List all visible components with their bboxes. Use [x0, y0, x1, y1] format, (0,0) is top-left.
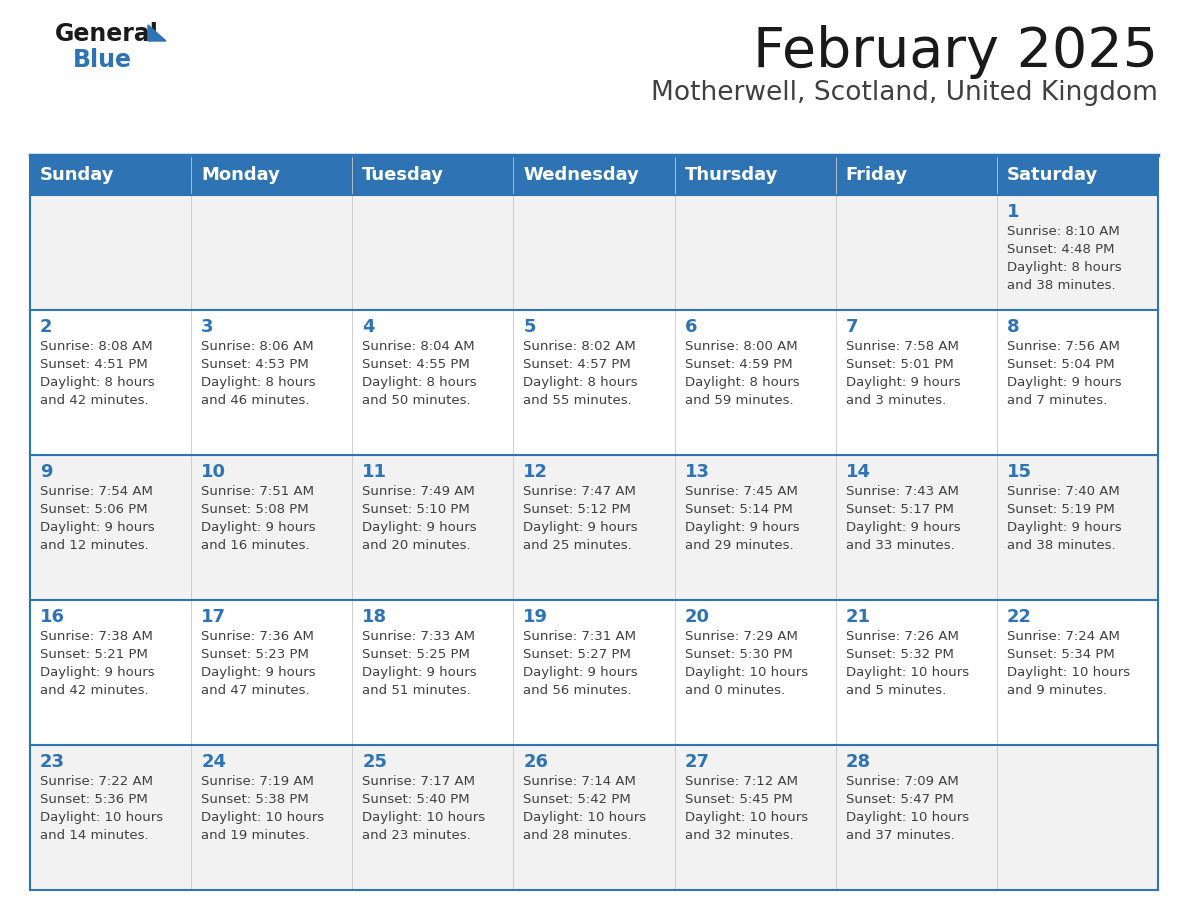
Text: 12: 12: [524, 463, 549, 481]
Text: Sunrise: 7:09 AM
Sunset: 5:47 PM
Daylight: 10 hours
and 37 minutes.: Sunrise: 7:09 AM Sunset: 5:47 PM Dayligh…: [846, 775, 969, 842]
Text: Sunrise: 7:12 AM
Sunset: 5:45 PM
Daylight: 10 hours
and 32 minutes.: Sunrise: 7:12 AM Sunset: 5:45 PM Dayligh…: [684, 775, 808, 842]
Text: 11: 11: [362, 463, 387, 481]
Text: Sunrise: 7:56 AM
Sunset: 5:04 PM
Daylight: 9 hours
and 7 minutes.: Sunrise: 7:56 AM Sunset: 5:04 PM Dayligh…: [1007, 340, 1121, 407]
Text: Sunrise: 8:08 AM
Sunset: 4:51 PM
Daylight: 8 hours
and 42 minutes.: Sunrise: 8:08 AM Sunset: 4:51 PM Dayligh…: [40, 340, 154, 407]
Text: Sunrise: 7:51 AM
Sunset: 5:08 PM
Daylight: 9 hours
and 16 minutes.: Sunrise: 7:51 AM Sunset: 5:08 PM Dayligh…: [201, 485, 316, 552]
Text: Sunrise: 7:45 AM
Sunset: 5:14 PM
Daylight: 9 hours
and 29 minutes.: Sunrise: 7:45 AM Sunset: 5:14 PM Dayligh…: [684, 485, 800, 552]
Text: Sunrise: 7:31 AM
Sunset: 5:27 PM
Daylight: 9 hours
and 56 minutes.: Sunrise: 7:31 AM Sunset: 5:27 PM Dayligh…: [524, 630, 638, 697]
Bar: [30, 455, 1158, 600]
Polygon shape: [148, 25, 166, 41]
Text: February 2025: February 2025: [753, 25, 1158, 79]
Text: Sunrise: 7:38 AM
Sunset: 5:21 PM
Daylight: 9 hours
and 42 minutes.: Sunrise: 7:38 AM Sunset: 5:21 PM Dayligh…: [40, 630, 154, 697]
Text: Sunrise: 8:00 AM
Sunset: 4:59 PM
Daylight: 8 hours
and 59 minutes.: Sunrise: 8:00 AM Sunset: 4:59 PM Dayligh…: [684, 340, 800, 407]
Text: 25: 25: [362, 753, 387, 771]
Text: 22: 22: [1007, 608, 1032, 626]
Text: Friday: Friday: [846, 166, 908, 184]
Text: Sunrise: 7:47 AM
Sunset: 5:12 PM
Daylight: 9 hours
and 25 minutes.: Sunrise: 7:47 AM Sunset: 5:12 PM Dayligh…: [524, 485, 638, 552]
Bar: [30, 155, 1158, 195]
Text: Wednesday: Wednesday: [524, 166, 639, 184]
Text: 16: 16: [40, 608, 65, 626]
Text: Sunrise: 8:10 AM
Sunset: 4:48 PM
Daylight: 8 hours
and 38 minutes.: Sunrise: 8:10 AM Sunset: 4:48 PM Dayligh…: [1007, 225, 1121, 292]
Text: Thursday: Thursday: [684, 166, 778, 184]
Text: Sunrise: 7:29 AM
Sunset: 5:30 PM
Daylight: 10 hours
and 0 minutes.: Sunrise: 7:29 AM Sunset: 5:30 PM Dayligh…: [684, 630, 808, 697]
Text: 17: 17: [201, 608, 226, 626]
Text: 8: 8: [1007, 318, 1019, 336]
Text: Sunrise: 7:40 AM
Sunset: 5:19 PM
Daylight: 9 hours
and 38 minutes.: Sunrise: 7:40 AM Sunset: 5:19 PM Dayligh…: [1007, 485, 1121, 552]
Text: Tuesday: Tuesday: [362, 166, 444, 184]
Text: 20: 20: [684, 608, 709, 626]
Text: Blue: Blue: [72, 48, 132, 72]
Bar: [30, 745, 1158, 890]
Text: 19: 19: [524, 608, 549, 626]
Text: 14: 14: [846, 463, 871, 481]
Text: 2: 2: [40, 318, 52, 336]
Text: 5: 5: [524, 318, 536, 336]
Text: 10: 10: [201, 463, 226, 481]
Text: 6: 6: [684, 318, 697, 336]
Text: Sunrise: 8:04 AM
Sunset: 4:55 PM
Daylight: 8 hours
and 50 minutes.: Sunrise: 8:04 AM Sunset: 4:55 PM Dayligh…: [362, 340, 476, 407]
Text: 26: 26: [524, 753, 549, 771]
Text: Sunrise: 7:14 AM
Sunset: 5:42 PM
Daylight: 10 hours
and 28 minutes.: Sunrise: 7:14 AM Sunset: 5:42 PM Dayligh…: [524, 775, 646, 842]
Text: 27: 27: [684, 753, 709, 771]
Text: 1: 1: [1007, 203, 1019, 221]
Text: Sunrise: 8:02 AM
Sunset: 4:57 PM
Daylight: 8 hours
and 55 minutes.: Sunrise: 8:02 AM Sunset: 4:57 PM Dayligh…: [524, 340, 638, 407]
Text: Sunrise: 7:58 AM
Sunset: 5:01 PM
Daylight: 9 hours
and 3 minutes.: Sunrise: 7:58 AM Sunset: 5:01 PM Dayligh…: [846, 340, 960, 407]
Text: 3: 3: [201, 318, 214, 336]
Text: Sunrise: 7:54 AM
Sunset: 5:06 PM
Daylight: 9 hours
and 12 minutes.: Sunrise: 7:54 AM Sunset: 5:06 PM Dayligh…: [40, 485, 154, 552]
Text: Saturday: Saturday: [1007, 166, 1098, 184]
Text: Sunrise: 7:24 AM
Sunset: 5:34 PM
Daylight: 10 hours
and 9 minutes.: Sunrise: 7:24 AM Sunset: 5:34 PM Dayligh…: [1007, 630, 1130, 697]
Text: Sunrise: 7:49 AM
Sunset: 5:10 PM
Daylight: 9 hours
and 20 minutes.: Sunrise: 7:49 AM Sunset: 5:10 PM Dayligh…: [362, 485, 476, 552]
Text: 24: 24: [201, 753, 226, 771]
Text: Monday: Monday: [201, 166, 280, 184]
Text: Sunrise: 8:06 AM
Sunset: 4:53 PM
Daylight: 8 hours
and 46 minutes.: Sunrise: 8:06 AM Sunset: 4:53 PM Dayligh…: [201, 340, 316, 407]
Text: 23: 23: [40, 753, 65, 771]
Text: Sunrise: 7:17 AM
Sunset: 5:40 PM
Daylight: 10 hours
and 23 minutes.: Sunrise: 7:17 AM Sunset: 5:40 PM Dayligh…: [362, 775, 486, 842]
Text: Sunrise: 7:36 AM
Sunset: 5:23 PM
Daylight: 9 hours
and 47 minutes.: Sunrise: 7:36 AM Sunset: 5:23 PM Dayligh…: [201, 630, 316, 697]
Text: 7: 7: [846, 318, 858, 336]
Text: General: General: [55, 22, 159, 46]
Text: Sunrise: 7:33 AM
Sunset: 5:25 PM
Daylight: 9 hours
and 51 minutes.: Sunrise: 7:33 AM Sunset: 5:25 PM Dayligh…: [362, 630, 476, 697]
Text: 21: 21: [846, 608, 871, 626]
Text: Sunrise: 7:43 AM
Sunset: 5:17 PM
Daylight: 9 hours
and 33 minutes.: Sunrise: 7:43 AM Sunset: 5:17 PM Dayligh…: [846, 485, 960, 552]
Bar: [30, 310, 1158, 455]
Bar: [30, 195, 1158, 310]
Text: Motherwell, Scotland, United Kingdom: Motherwell, Scotland, United Kingdom: [651, 80, 1158, 106]
Text: 13: 13: [684, 463, 709, 481]
Text: Sunrise: 7:26 AM
Sunset: 5:32 PM
Daylight: 10 hours
and 5 minutes.: Sunrise: 7:26 AM Sunset: 5:32 PM Dayligh…: [846, 630, 969, 697]
Text: 15: 15: [1007, 463, 1032, 481]
Text: Sunrise: 7:19 AM
Sunset: 5:38 PM
Daylight: 10 hours
and 19 minutes.: Sunrise: 7:19 AM Sunset: 5:38 PM Dayligh…: [201, 775, 324, 842]
Text: 18: 18: [362, 608, 387, 626]
Text: 28: 28: [846, 753, 871, 771]
Bar: [30, 600, 1158, 745]
Text: Sunday: Sunday: [40, 166, 114, 184]
Text: 9: 9: [40, 463, 52, 481]
Text: 4: 4: [362, 318, 374, 336]
Text: Sunrise: 7:22 AM
Sunset: 5:36 PM
Daylight: 10 hours
and 14 minutes.: Sunrise: 7:22 AM Sunset: 5:36 PM Dayligh…: [40, 775, 163, 842]
